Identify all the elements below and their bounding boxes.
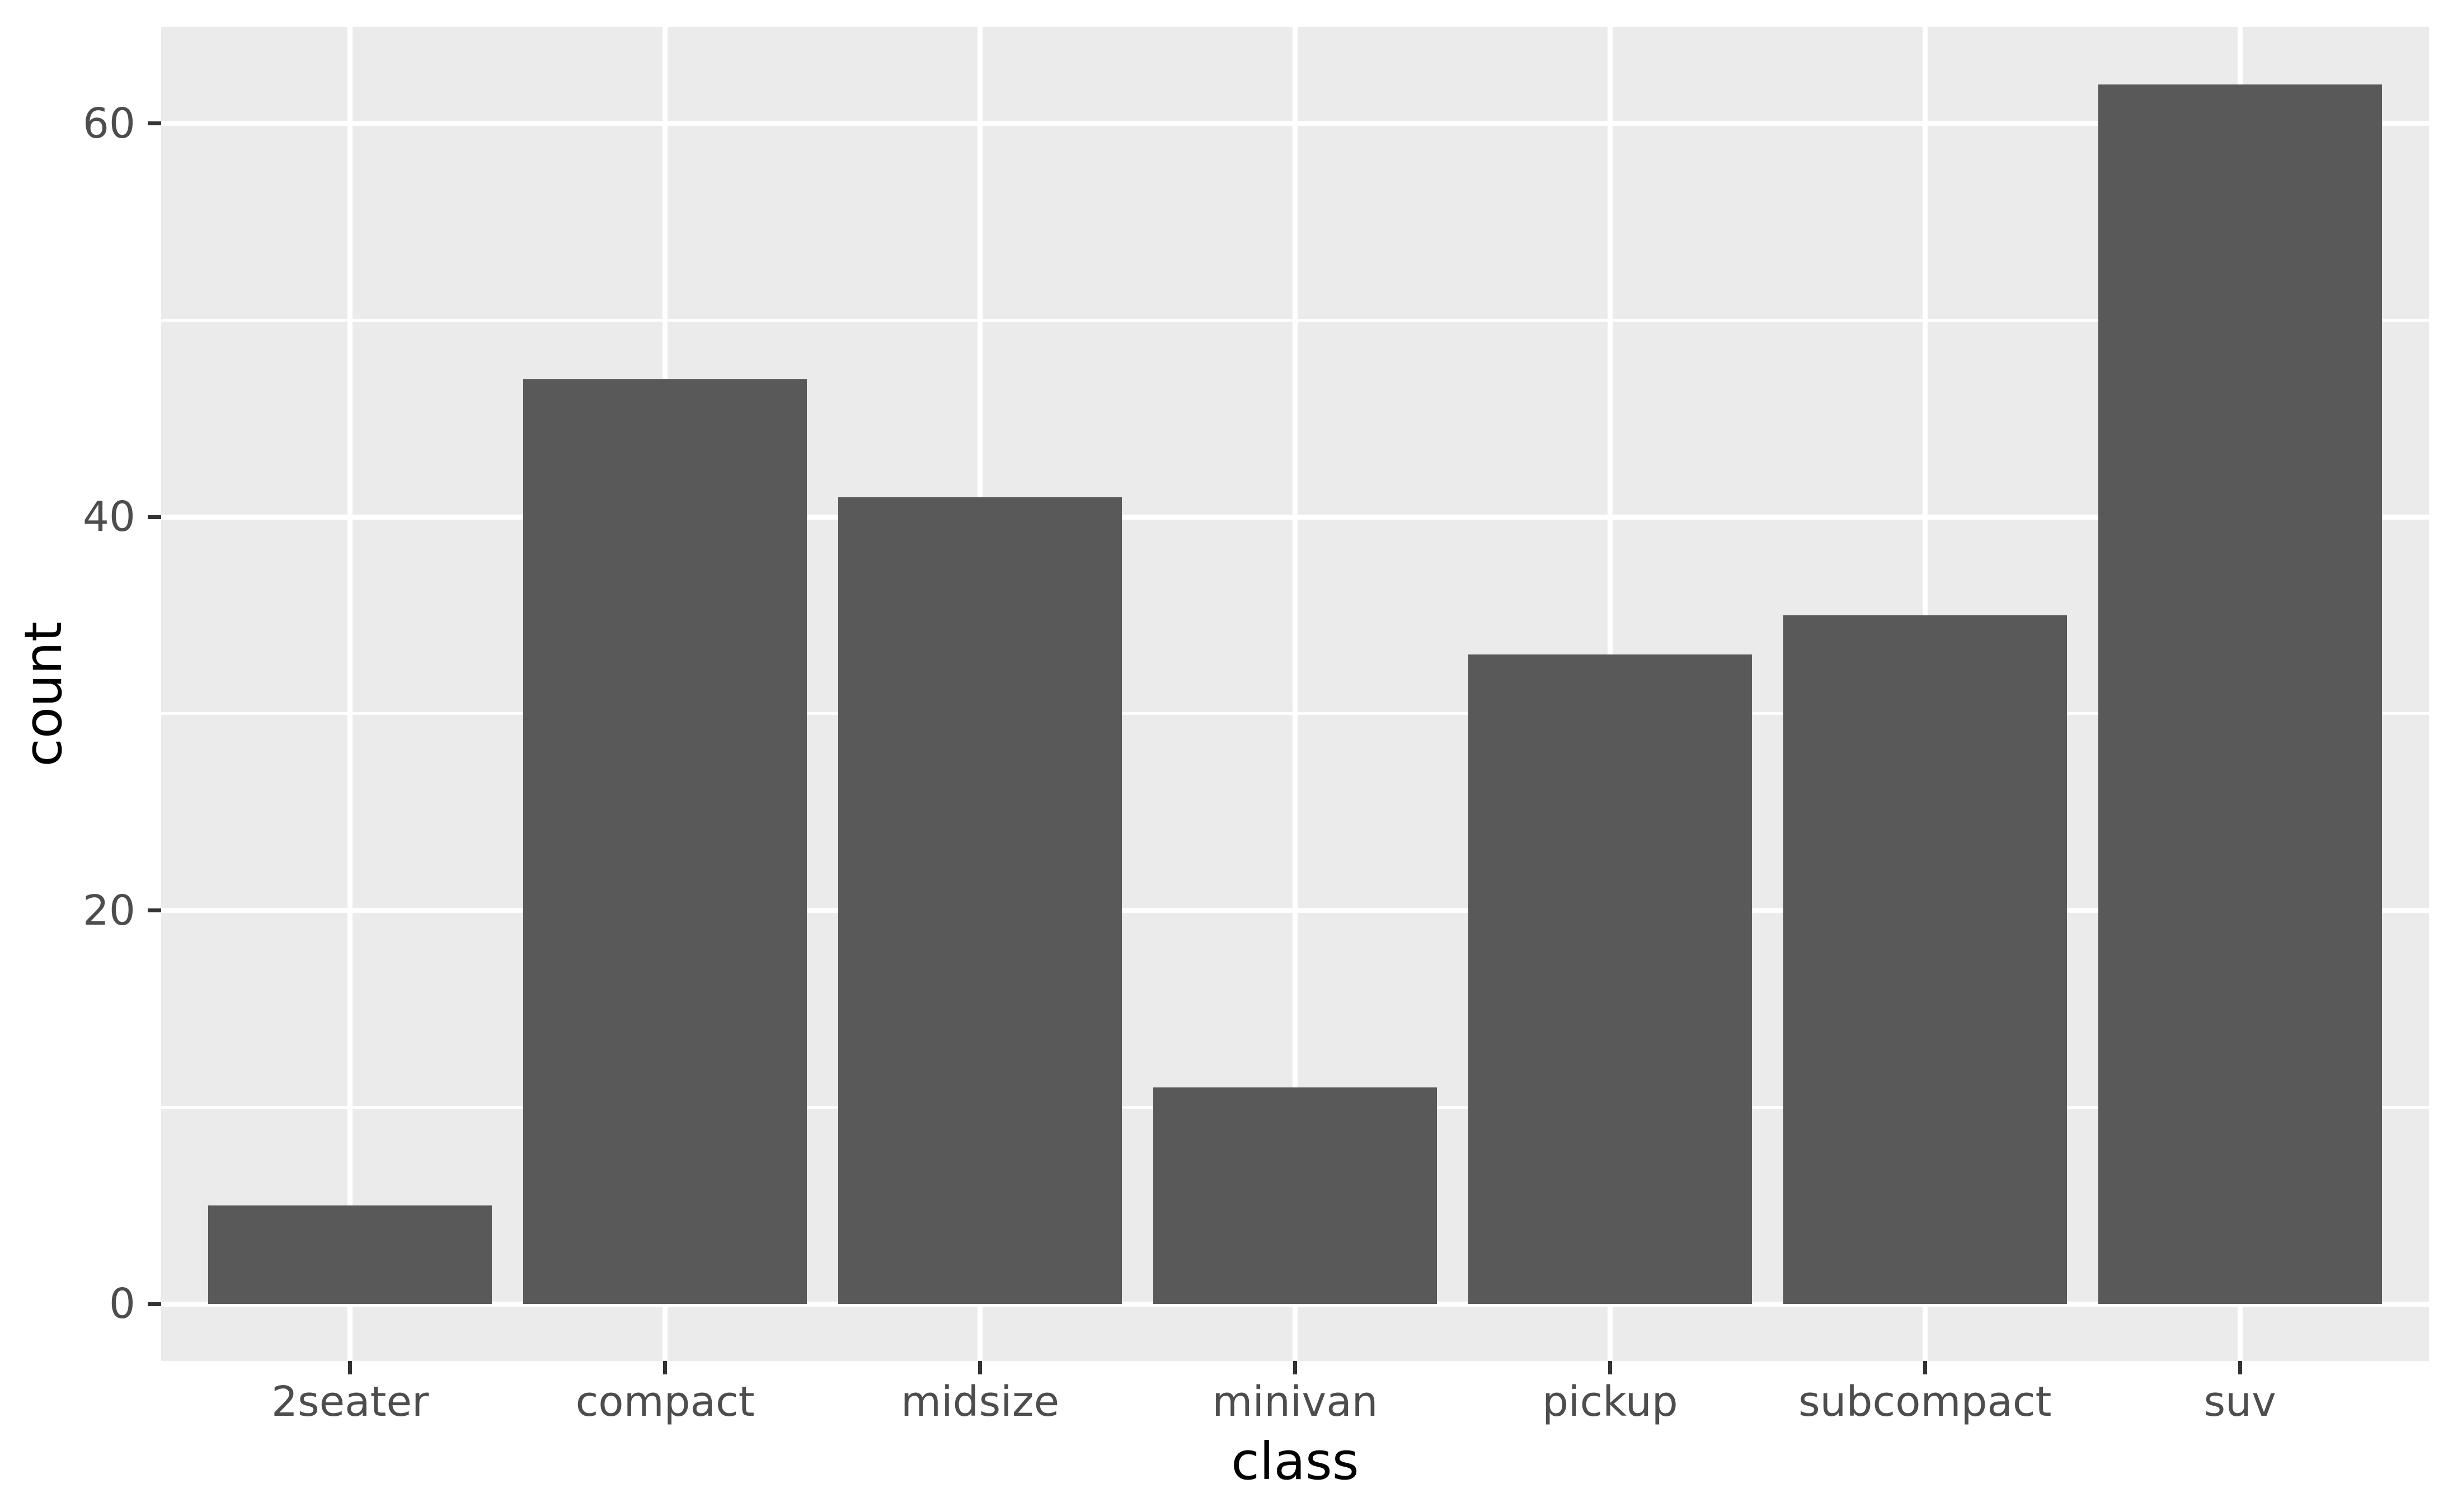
plot-panel (161, 27, 2429, 1361)
y-tick-label-60: 60 (82, 99, 135, 148)
h-gridline-major-40 (161, 514, 2429, 520)
bar-compact (523, 379, 807, 1304)
x-tick-label-compact: compact (575, 1378, 755, 1426)
h-gridline-minor-30 (161, 712, 2429, 715)
y-tick-mark-20 (148, 908, 161, 913)
h-gridline-minor-50 (161, 319, 2429, 322)
x-tick-mark-suv (2238, 1361, 2242, 1374)
x-tick-label-2seater: 2seater (271, 1378, 429, 1426)
bar-midsize (838, 497, 1122, 1304)
h-gridline-major-0 (161, 1301, 2429, 1307)
h-gridline-major-60 (161, 121, 2429, 126)
bar-suv (2098, 84, 2382, 1304)
v-gridline-minivan (1293, 27, 1298, 1361)
x-tick-label-subcompact: subcompact (1798, 1378, 2052, 1426)
x-tick-mark-compact (663, 1361, 668, 1374)
x-tick-label-suv: suv (2203, 1378, 2276, 1426)
x-tick-mark-subcompact (1923, 1361, 1927, 1374)
y-axis-title: count (13, 621, 73, 767)
y-tick-label-0: 0 (109, 1280, 135, 1328)
h-gridline-major-20 (161, 908, 2429, 913)
x-tick-mark-minivan (1293, 1361, 1297, 1374)
x-tick-mark-midsize (978, 1361, 983, 1374)
x-tick-label-midsize: midsize (901, 1378, 1060, 1426)
y-tick-label-40: 40 (82, 493, 135, 541)
x-axis-title: class (1231, 1431, 1359, 1491)
bar-subcompact (1783, 615, 2067, 1304)
x-tick-mark-pickup (1608, 1361, 1612, 1374)
bar-minivan (1153, 1087, 1437, 1304)
y-tick-label-20: 20 (82, 886, 135, 935)
bar-pickup (1468, 654, 1752, 1304)
x-tick-mark-2seater (348, 1361, 353, 1374)
x-tick-label-pickup: pickup (1542, 1378, 1678, 1426)
v-gridline-2seater (347, 27, 353, 1361)
y-tick-mark-60 (148, 121, 161, 126)
bar-2seater (208, 1205, 492, 1304)
x-tick-label-minivan: minivan (1212, 1378, 1378, 1426)
y-tick-mark-0 (148, 1302, 161, 1306)
y-tick-mark-40 (148, 515, 161, 519)
